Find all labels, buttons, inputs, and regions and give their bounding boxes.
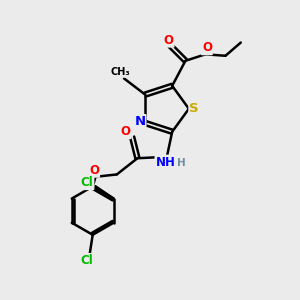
Text: S: S xyxy=(189,102,199,115)
Text: NH: NH xyxy=(155,156,175,169)
Text: Cl: Cl xyxy=(80,254,93,267)
Text: Cl: Cl xyxy=(81,176,94,189)
Text: CH₃: CH₃ xyxy=(111,67,130,77)
Text: H: H xyxy=(177,158,185,168)
Text: O: O xyxy=(164,34,174,47)
Text: O: O xyxy=(89,164,99,177)
Text: O: O xyxy=(121,125,131,138)
Text: O: O xyxy=(202,41,212,54)
Text: N: N xyxy=(134,115,146,128)
